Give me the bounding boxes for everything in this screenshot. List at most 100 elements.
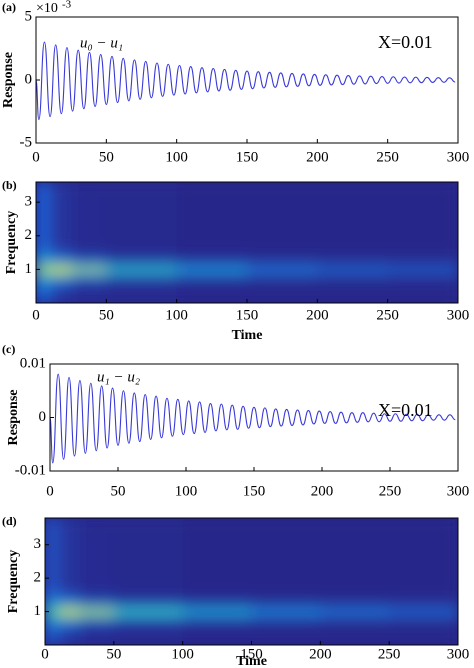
x-tick-label: 150 xyxy=(240,646,263,662)
x-tick-label: 100 xyxy=(165,307,188,323)
x-tick-label: 0 xyxy=(46,483,54,499)
heatmap-cell xyxy=(320,631,390,645)
panel-label: (b) xyxy=(2,178,17,192)
heatmap-cell xyxy=(71,264,107,269)
heatmap-cell xyxy=(50,271,72,275)
heatmap-cell xyxy=(58,609,80,614)
x-tick-label: 150 xyxy=(243,483,266,499)
heatmap-cell xyxy=(247,271,318,275)
heatmap-cell xyxy=(50,264,72,269)
heatmap-cell xyxy=(389,621,458,633)
heatmap-cell xyxy=(317,274,389,280)
heatmap-cell xyxy=(320,621,390,633)
y-tick-label: 5 xyxy=(25,8,33,24)
heatmap-cell xyxy=(247,264,318,269)
heatmap-cell xyxy=(71,249,107,260)
heatmap-cell xyxy=(251,631,321,645)
annotation: u₀ − u₁ xyxy=(80,35,123,51)
heatmap-cell xyxy=(317,264,389,269)
heatmap-cell xyxy=(389,518,458,593)
heatmap-cell xyxy=(317,289,389,303)
heatmap-cell xyxy=(79,631,115,645)
heatmap-cell xyxy=(50,182,72,250)
heatmap-cell xyxy=(79,616,115,623)
heatmap-cell xyxy=(71,271,107,275)
heatmap-cell xyxy=(176,249,248,260)
heatmap-cell xyxy=(320,609,390,614)
x-tick-label: 250 xyxy=(379,483,402,499)
annotation: X=0.01 xyxy=(378,32,433,52)
heatmap-cell xyxy=(45,631,60,645)
heatmap-cell xyxy=(58,616,80,623)
heatmap-cell xyxy=(36,267,51,272)
heatmap-cell xyxy=(45,518,60,593)
heatmap-cell xyxy=(106,279,178,291)
heatmap xyxy=(36,182,458,303)
y-tick-label: 2 xyxy=(34,570,42,586)
heatmap-cell xyxy=(106,249,178,260)
heatmap-cell xyxy=(317,271,389,275)
heatmap-cell xyxy=(113,518,184,593)
heatmap-cell xyxy=(182,591,252,603)
heatmap-cell xyxy=(317,279,389,291)
x-tick-label: 50 xyxy=(111,483,126,499)
heatmap-cell xyxy=(320,518,390,593)
x-tick-label: 0 xyxy=(32,307,40,323)
y-tick-label: 1 xyxy=(25,261,33,277)
heatmap-cell xyxy=(106,274,178,280)
heatmap-cell xyxy=(182,613,252,618)
heatmap-cell xyxy=(176,264,248,269)
x-tick-label: 300 xyxy=(447,646,470,662)
line-series xyxy=(35,41,456,121)
heatmap-cell xyxy=(387,249,458,260)
x-tick-label: 100 xyxy=(175,483,198,499)
heatmap-cell xyxy=(389,606,458,611)
heatmap-cell xyxy=(58,613,80,618)
heatmap-cell xyxy=(247,259,318,265)
heatmap-cell xyxy=(106,289,178,303)
heatmap-cell xyxy=(320,591,390,603)
y-exponent: -3 xyxy=(62,0,72,11)
x-tick-label: 300 xyxy=(447,149,470,165)
heatmap-cell xyxy=(45,609,60,614)
heatmap-cell xyxy=(50,279,72,291)
x-tick-label: 200 xyxy=(306,149,329,165)
heatmap-cell xyxy=(50,249,72,260)
heatmap-cell xyxy=(71,274,107,280)
x-axis-label: Time xyxy=(232,328,263,343)
heatmap-cell xyxy=(387,267,458,272)
heatmap-cell xyxy=(182,616,252,623)
heatmap-cell xyxy=(251,591,321,603)
heatmap-cell xyxy=(58,591,80,603)
y-tick-label: 3 xyxy=(25,194,33,210)
x-tick-label: 250 xyxy=(378,646,401,662)
heatmap-cell xyxy=(176,267,248,272)
heatmap-cell xyxy=(317,182,389,250)
heatmap-cell xyxy=(320,601,390,608)
heatmap-cell xyxy=(36,249,51,260)
heatmap-cell xyxy=(176,279,248,291)
heatmap-cell xyxy=(176,274,248,280)
heatmap-cell xyxy=(320,613,390,618)
y-tick-label: -0.01 xyxy=(15,462,46,478)
heatmap-cell xyxy=(317,259,389,265)
x-tick-label: 50 xyxy=(106,646,121,662)
x-tick-label: 0 xyxy=(41,646,49,662)
heatmap-cell xyxy=(389,591,458,603)
heatmap-cell xyxy=(71,267,107,272)
heatmap-cell xyxy=(36,259,51,265)
heatmap-cell xyxy=(389,601,458,608)
heatmap-cell xyxy=(389,631,458,645)
x-tick-label: 150 xyxy=(236,149,259,165)
heatmap-cell xyxy=(320,616,390,623)
heatmap-cell xyxy=(79,613,115,618)
y-tick-label: 3 xyxy=(34,536,42,552)
y-tick-label: 2 xyxy=(25,227,33,243)
heatmap-cell xyxy=(247,274,318,280)
x-tick-label: 200 xyxy=(311,483,334,499)
heatmap-cell xyxy=(79,606,115,611)
heatmap-cell xyxy=(113,591,184,603)
x-tick-label: 50 xyxy=(99,307,114,323)
heatmap-cell xyxy=(106,271,178,275)
heatmap xyxy=(45,518,458,645)
